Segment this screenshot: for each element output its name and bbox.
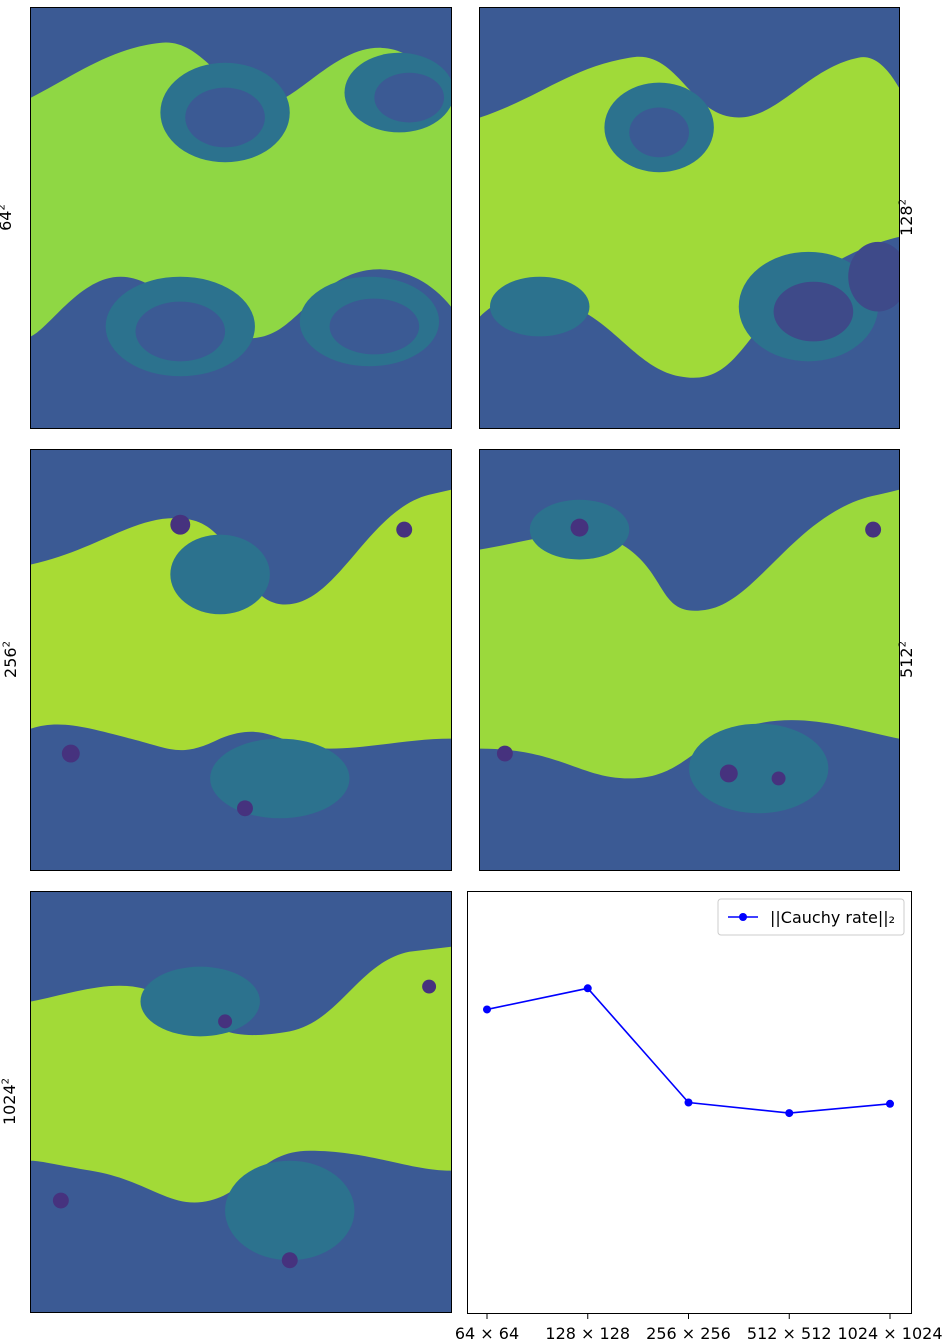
series-line-0 xyxy=(486,987,891,1114)
panel-label-1024: 10242 xyxy=(0,1077,20,1126)
cauchy-rate-chart-svg: 64 × 64 128 × 128 256 × 256 512 × 512 1024 ×… xyxy=(455,898,943,1342)
data-point-3 xyxy=(785,1109,794,1118)
x-tick-label-1: 128 × 128 xyxy=(545,1324,630,1342)
field-panel-256 xyxy=(30,449,452,871)
field-panel-512 xyxy=(479,449,900,871)
field-image-512 xyxy=(480,450,899,870)
data-point-2 xyxy=(684,1098,693,1107)
legend-box xyxy=(717,898,905,936)
field-panel-128 xyxy=(479,7,900,429)
x-tick-label-3: 512 × 512 xyxy=(747,1324,832,1342)
legend-label: ||Cauchy rate||₂ xyxy=(770,908,895,927)
data-point-1 xyxy=(583,984,592,993)
field-image-128 xyxy=(480,8,899,428)
panel-label-256: 2562 xyxy=(0,641,20,678)
data-point-4 xyxy=(886,1099,894,1108)
panel-label-512: 5122 xyxy=(896,641,916,678)
field-image-256 xyxy=(31,450,451,870)
data-point-0 xyxy=(483,1005,491,1014)
field-panel-64 xyxy=(30,7,452,429)
panel-label-64: 642 xyxy=(0,204,15,231)
x-tick-label-4: 1024 × 1024 xyxy=(837,1324,942,1342)
field-image-64 xyxy=(31,8,451,428)
x-tick-label-0: 64 × 64 xyxy=(455,1324,519,1342)
x-tick-label-2: 256 × 256 xyxy=(646,1324,731,1342)
panel-label-128: 1282 xyxy=(896,199,916,236)
field-image-1024 xyxy=(31,892,451,1312)
field-panel-1024 xyxy=(30,891,452,1313)
legend-marker xyxy=(739,913,747,921)
